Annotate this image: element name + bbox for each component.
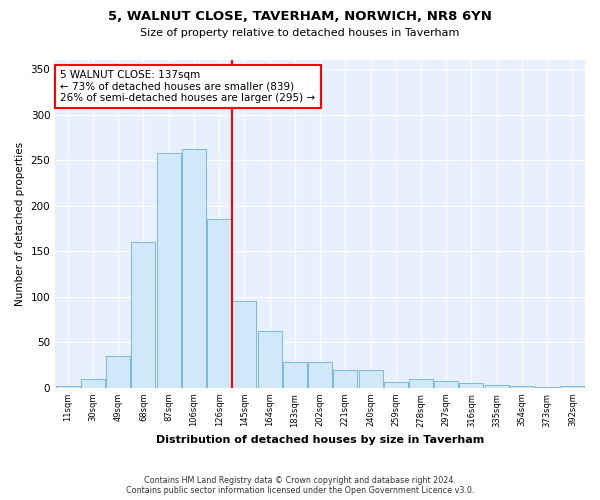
Bar — [232, 302, 256, 388]
Bar — [535, 387, 559, 388]
Y-axis label: Number of detached properties: Number of detached properties — [15, 142, 25, 306]
Bar — [460, 384, 484, 388]
Text: 5, WALNUT CLOSE, TAVERHAM, NORWICH, NR8 6YN: 5, WALNUT CLOSE, TAVERHAM, NORWICH, NR8 … — [108, 10, 492, 23]
Bar — [434, 382, 458, 388]
Text: Contains HM Land Registry data © Crown copyright and database right 2024.
Contai: Contains HM Land Registry data © Crown c… — [126, 476, 474, 495]
Text: 5 WALNUT CLOSE: 137sqm
← 73% of detached houses are smaller (839)
26% of semi-de: 5 WALNUT CLOSE: 137sqm ← 73% of detached… — [61, 70, 316, 103]
Bar — [283, 362, 307, 388]
Bar — [308, 362, 332, 388]
Bar — [182, 149, 206, 388]
Bar — [334, 370, 357, 388]
Bar — [485, 385, 509, 388]
Bar — [257, 332, 281, 388]
Bar — [384, 382, 408, 388]
Bar — [359, 370, 383, 388]
Bar — [56, 386, 80, 388]
Bar — [157, 153, 181, 388]
Bar — [81, 378, 105, 388]
Bar — [131, 242, 155, 388]
Bar — [510, 386, 534, 388]
Bar — [207, 220, 231, 388]
Text: Size of property relative to detached houses in Taverham: Size of property relative to detached ho… — [140, 28, 460, 38]
Bar — [560, 386, 584, 388]
X-axis label: Distribution of detached houses by size in Taverham: Distribution of detached houses by size … — [156, 435, 484, 445]
Bar — [106, 356, 130, 388]
Bar — [409, 378, 433, 388]
